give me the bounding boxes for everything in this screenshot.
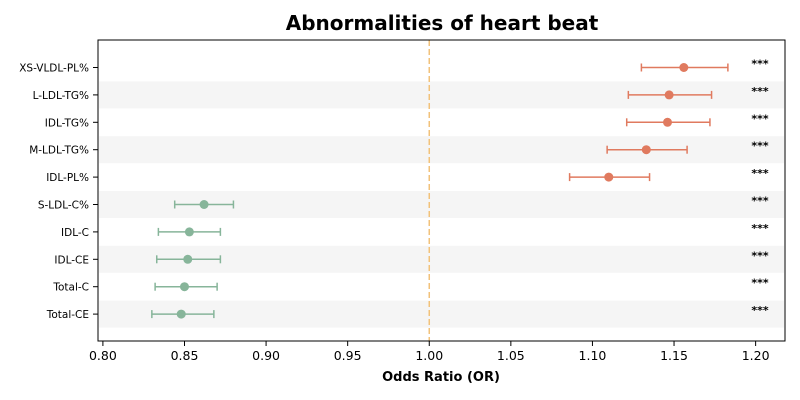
row-label: M-LDL-TG%	[29, 145, 89, 157]
significance-label: ***	[751, 304, 769, 317]
significance-label: ***	[751, 58, 769, 71]
significance-label: ***	[751, 277, 769, 290]
row-label: IDL-TG%	[45, 117, 89, 129]
x-tick-label: 1.00	[415, 348, 443, 363]
or-point	[604, 172, 614, 182]
or-point	[176, 309, 186, 319]
x-axis-ticks: 0.80 0.85 0.90 0.95 1.00 1.05 1.10 1.15 1.20	[89, 341, 770, 363]
row-label: S-LDL-C%	[38, 200, 89, 212]
forest-row: Total-CE ***	[46, 304, 769, 321]
x-tick-label: 1.10	[579, 348, 607, 363]
forest-row: L-LDL-TG% ***	[33, 85, 769, 102]
x-tick-label: 0.95	[334, 348, 362, 363]
forest-row: IDL-C ***	[61, 222, 769, 239]
x-tick-label: 0.85	[171, 348, 199, 363]
significance-label: ***	[751, 85, 769, 98]
significance-label: ***	[751, 167, 769, 180]
x-tick-label: 1.05	[497, 348, 525, 363]
x-tick-label: 1.15	[660, 348, 688, 363]
forest-row: M-LDL-TG% ***	[29, 140, 769, 157]
row-label: IDL-CE	[54, 254, 89, 266]
or-point	[184, 227, 194, 237]
forest-row: IDL-PL% ***	[46, 167, 769, 184]
row-label: IDL-C	[61, 227, 89, 239]
row-label: XS-VLDL-PL%	[19, 63, 89, 75]
forest-row: S-LDL-C% ***	[38, 195, 769, 212]
forest-row: XS-VLDL-PL% ***	[19, 58, 769, 75]
significance-label: ***	[751, 195, 769, 208]
or-point	[199, 200, 209, 209]
row-label: Total-CE	[46, 309, 89, 321]
or-point	[641, 145, 651, 155]
forest-row: Total-C ***	[52, 277, 769, 294]
forest-row: IDL-TG% ***	[45, 112, 769, 129]
forest-row: IDL-CE ***	[54, 249, 768, 266]
x-tick-label: 1.20	[742, 348, 770, 363]
chart-title: Abnormalities of heart beat	[286, 11, 599, 35]
row-label: Total-C	[52, 282, 89, 294]
row-label: L-LDL-TG%	[33, 90, 89, 102]
significance-label: ***	[751, 222, 769, 235]
data-rows: XS-VLDL-PL% ***L-LDL-TG% ***IDL-TG% ***M-LD…	[19, 58, 769, 322]
x-axis-label: Odds Ratio (OR)	[382, 370, 500, 385]
or-point	[664, 90, 674, 100]
row-label: IDL-PL%	[46, 172, 89, 184]
or-point	[663, 117, 673, 127]
significance-label: ***	[751, 249, 769, 262]
significance-label: ***	[751, 140, 769, 153]
plot-frame	[97, 39, 786, 342]
significance-label: ***	[751, 112, 769, 125]
or-point	[179, 282, 189, 292]
x-tick-label: 0.90	[252, 348, 280, 363]
x-tick-label: 0.80	[89, 348, 117, 363]
or-point	[679, 63, 689, 72]
or-point	[183, 254, 193, 264]
